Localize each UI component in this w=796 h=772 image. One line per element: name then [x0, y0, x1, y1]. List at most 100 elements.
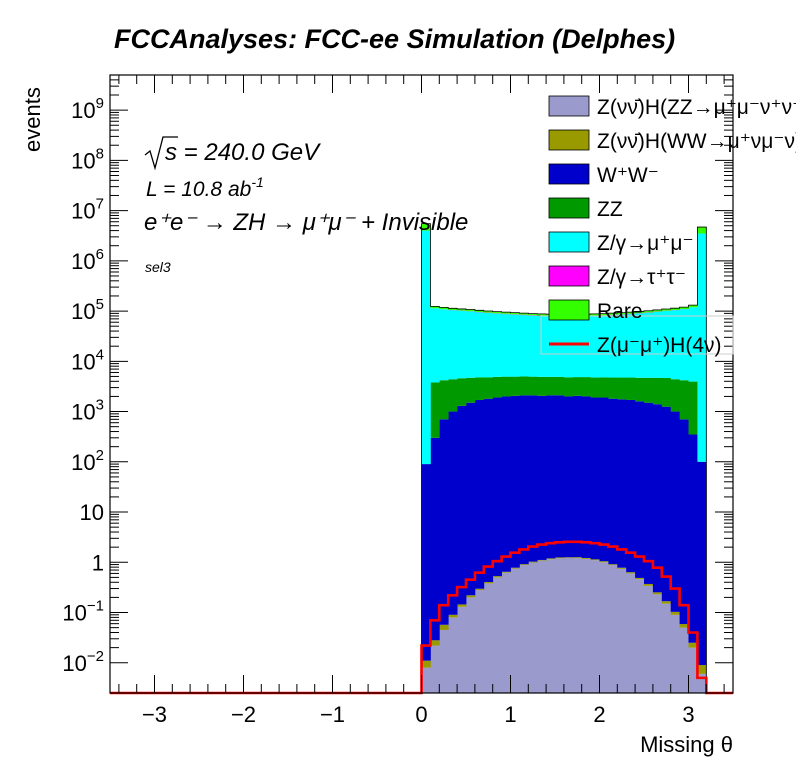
bar-2-5: [466, 402, 476, 596]
y-tick-exp: −2: [87, 648, 104, 665]
y-tick-base: 10: [71, 199, 95, 224]
bar-3-18: [581, 377, 591, 397]
bar-2-23: [626, 399, 636, 573]
bar-1-5: [466, 595, 476, 598]
bar-1-10: [510, 567, 520, 569]
bar-6-6: [474, 310, 485, 312]
bar-4-12: [528, 315, 538, 377]
bar-6-27: [661, 308, 672, 311]
series-1: [421, 557, 707, 674]
legend-swatch: [548, 231, 590, 253]
bar-2-25: [644, 402, 654, 584]
x-tick-label-1: −2: [231, 702, 256, 727]
bar-4-3: [448, 310, 458, 380]
bar-0-15: [555, 558, 565, 693]
bar-4-11: [519, 315, 529, 377]
y-tick-base: 10: [71, 349, 95, 374]
y-tick-label-2: 1: [92, 550, 104, 575]
bar-0-22: [617, 568, 627, 693]
bar-4-31: [697, 233, 707, 462]
bar-3-3: [448, 379, 458, 412]
legend-swatch: [548, 163, 590, 185]
bar-4-29: [679, 309, 689, 381]
bar-3-27: [661, 378, 672, 407]
bar-6-29: [679, 307, 689, 310]
legend-entry-4: Z/γ→μ⁺μ⁻: [548, 231, 694, 255]
bar-4-9: [501, 314, 511, 377]
bar-0-1: [430, 645, 440, 693]
bar-4-22: [617, 314, 627, 378]
bar-3-15: [555, 376, 565, 396]
bar-6-13: [537, 313, 547, 316]
bar-3-28: [670, 379, 680, 412]
bar-1-11: [519, 564, 529, 566]
y-tick-exp: −1: [87, 598, 104, 615]
x-tick-label-0: −3: [142, 702, 167, 727]
bar-0-13: [537, 560, 547, 693]
bar-1-27: [661, 601, 672, 604]
y-tick-exp: 5: [96, 296, 104, 313]
bar-1-28: [670, 611, 680, 615]
bar-4-8: [492, 313, 502, 377]
legend-swatch: [548, 265, 590, 287]
bar-6-23: [626, 312, 636, 314]
bar-2-13: [537, 395, 547, 560]
legend-entry-5: Z/γ→τ⁺τ⁻: [548, 265, 686, 289]
bar-2-22: [617, 399, 627, 568]
bar-3-13: [537, 376, 547, 396]
bar-0-26: [652, 594, 663, 693]
bar-4-24: [635, 313, 645, 378]
bar-3-23: [626, 377, 636, 400]
bar-6-4: [457, 308, 467, 311]
bar-2-9: [501, 396, 511, 572]
signal-line: [110, 540, 733, 695]
bar-6-30: [688, 305, 698, 308]
bar-6-24: [635, 311, 645, 314]
y-tick-base: 10: [71, 450, 95, 475]
bar-4-27: [661, 310, 672, 379]
bar-4-16: [563, 316, 574, 378]
bar-1-24: [635, 577, 645, 580]
legend-swatch: [548, 129, 590, 151]
bar-4-19: [590, 316, 600, 378]
bar-4-28: [670, 310, 680, 380]
bar-3-22: [617, 377, 627, 400]
y-tick-label-5: 103: [71, 397, 104, 425]
bar-1-21: [608, 564, 618, 566]
bar-0-6: [474, 590, 485, 693]
bar-2-26: [652, 404, 663, 593]
bar-0-30: [688, 647, 698, 693]
y-tick-base: 10: [62, 651, 86, 676]
bar-3-4: [457, 378, 467, 406]
bar-3-16: [563, 377, 574, 397]
bar-0-18: [581, 558, 591, 693]
legend-entry-2: W⁺W⁻: [548, 163, 659, 187]
bar-3-21: [608, 377, 618, 399]
bar-6-10: [510, 312, 520, 315]
bar-2-1: [430, 437, 440, 641]
bar-0-10: [510, 568, 520, 693]
y-tick-base: 10: [71, 148, 95, 173]
y-tick-exp: 3: [96, 397, 104, 414]
bar-3-8: [492, 376, 502, 398]
bar-4-25: [644, 312, 654, 378]
bar-0-24: [635, 579, 645, 693]
bar-1-23: [626, 572, 636, 574]
bar-4-7: [483, 312, 494, 378]
bar-0-4: [457, 606, 467, 693]
y-tick-label-7: 105: [71, 296, 104, 324]
legend-label: Z/γ→τ⁺τ⁻: [597, 266, 686, 289]
bar-3-29: [679, 380, 689, 420]
legend-swatch: [548, 197, 590, 219]
bar-3-17: [572, 377, 583, 396]
bar-0-28: [670, 614, 680, 693]
bar-1-3: [448, 614, 458, 618]
y-tick-label-3: 10: [80, 500, 104, 525]
bar-3-26: [652, 377, 663, 405]
legend-entry-6: Rare: [548, 299, 643, 323]
bar-0-25: [644, 585, 654, 693]
bar-4-17: [572, 316, 583, 378]
bar-1-12: [528, 561, 538, 563]
bar-3-25: [644, 377, 654, 403]
